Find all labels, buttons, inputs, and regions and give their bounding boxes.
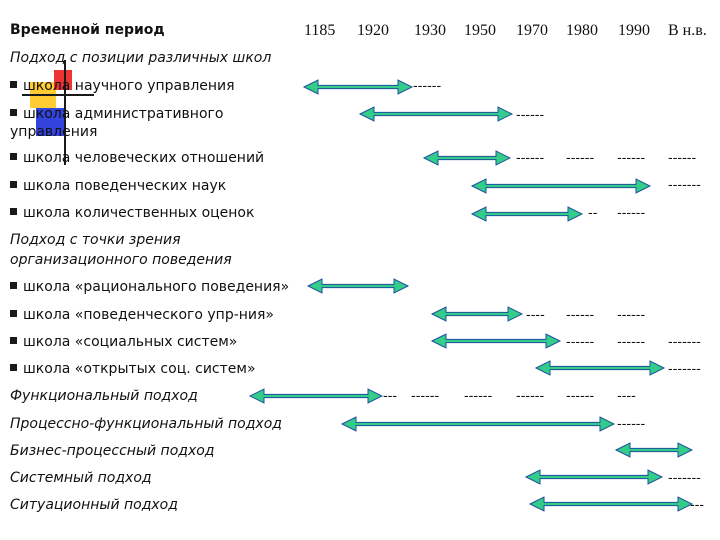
row-social-label: школа «социальных систем» xyxy=(10,334,237,350)
section-org-behavior-line1: Подход с точки зрения xyxy=(10,232,181,248)
continuation-human-4: ------ xyxy=(668,151,697,166)
row-rational-label: школа «рационального поведения» xyxy=(10,279,289,295)
bullet-icon xyxy=(10,364,17,371)
row-human-label: школа человеческих отношений xyxy=(10,150,264,166)
bullet-icon xyxy=(10,282,17,289)
year-1185: 1185 xyxy=(304,22,336,39)
row-open-label: школа «открытых соц. систем» xyxy=(10,361,256,377)
decor-blue-square xyxy=(36,108,64,136)
bullet-icon xyxy=(10,109,17,116)
continuation-human-1: ------ xyxy=(516,151,545,166)
decor-red-square xyxy=(54,70,72,90)
year-1930: 1930 xyxy=(414,22,446,39)
year-1970: 1970 xyxy=(516,22,548,39)
row-behav-label: школа поведенческих наук xyxy=(10,178,226,194)
continuation-social-3: ------- xyxy=(668,335,701,350)
arrow-situational xyxy=(528,496,694,512)
continuation-quant-1: -- xyxy=(588,206,598,221)
continuation-social-1: ------ xyxy=(566,335,595,350)
period-header: Временной период xyxy=(10,22,165,38)
continuation-functional-2: ------ xyxy=(411,389,440,404)
year-1980: 1980 xyxy=(566,22,598,39)
arrow-behav-mgmt xyxy=(430,306,524,322)
continuation-process-functional: ------ xyxy=(617,417,646,432)
arrow-functional xyxy=(248,388,384,404)
arrow-business-process xyxy=(614,442,694,458)
year-1950: 1950 xyxy=(464,22,496,39)
section-schools: Подход с позиции различных школ xyxy=(10,50,272,66)
continuation-quant-2: ------ xyxy=(617,206,646,221)
continuation-behav-mgmt-2: ------ xyxy=(566,308,595,323)
continuation-admin: ------ xyxy=(516,108,545,123)
year-now: В н.в. xyxy=(668,22,707,39)
arrow-rational xyxy=(306,278,410,294)
arrow-sci xyxy=(302,79,414,95)
continuation-functional-5: ------ xyxy=(566,389,595,404)
arrow-open xyxy=(534,360,666,376)
bullet-icon xyxy=(10,337,17,344)
bullet-icon xyxy=(10,310,17,317)
continuation-situational: --- xyxy=(690,498,705,513)
continuation-human-2: ------ xyxy=(566,151,595,166)
continuation-functional-4: ------ xyxy=(516,389,545,404)
continuation-social-2: ------ xyxy=(617,335,646,350)
year-1920: 1920 xyxy=(357,22,389,39)
row-behav-mgmt-label: школа «поведенческого упр-ния» xyxy=(10,307,274,323)
arrow-human xyxy=(422,150,512,166)
arrow-admin xyxy=(358,106,514,122)
row-quant-label: школа количественных оценок xyxy=(10,205,254,221)
bullet-icon xyxy=(10,208,17,215)
arrow-social xyxy=(430,333,562,349)
arrow-system xyxy=(524,469,664,485)
section-org-behavior-line2: организационного поведения xyxy=(10,252,232,268)
continuation-human-3: ------ xyxy=(617,151,646,166)
row-system-label: Системный подход xyxy=(10,470,152,486)
row-process-functional-label: Процессно-функциональный подход xyxy=(10,416,282,432)
row-admin-label: школа административного xyxy=(10,106,223,122)
arrow-process-functional xyxy=(340,416,616,432)
continuation-behav-mgmt-3: ------ xyxy=(617,308,646,323)
row-admin-label-line2: управления xyxy=(10,124,98,140)
decor-vertical-line xyxy=(64,60,66,165)
bullet-icon xyxy=(10,153,17,160)
row-business-process-label: Бизнес-процессный подход xyxy=(10,443,215,459)
decor-horizontal-line xyxy=(22,94,94,96)
continuation-functional-6: ---- xyxy=(617,389,636,404)
continuation-system: ------- xyxy=(668,471,701,486)
arrow-quant xyxy=(470,206,584,222)
continuation-functional-1: --- xyxy=(383,389,398,404)
continuation-behav-mgmt-1: ---- xyxy=(526,308,545,323)
continuation-behav: ------- xyxy=(668,178,701,193)
continuation-open: ------- xyxy=(668,362,701,377)
arrow-behav xyxy=(470,178,652,194)
row-situational-label: Ситуационный подход xyxy=(10,497,178,513)
bullet-icon xyxy=(10,181,17,188)
row-functional-label: Функциональный подход xyxy=(10,388,198,404)
continuation-sci: ------ xyxy=(413,79,442,94)
year-1990: 1990 xyxy=(618,22,650,39)
row-sci-label: школа научного управления xyxy=(10,78,235,94)
bullet-icon xyxy=(10,81,17,88)
continuation-functional-3: ------ xyxy=(464,389,493,404)
